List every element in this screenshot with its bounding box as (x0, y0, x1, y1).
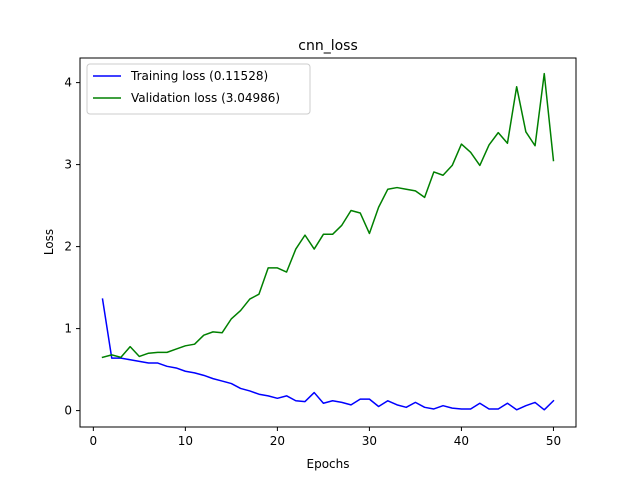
legend-label-training-loss: Training loss (0.11528) (130, 69, 268, 83)
y-tick-label: 1 (64, 322, 72, 336)
series-layer (101, 72, 555, 411)
series-line-training-loss (101, 298, 555, 411)
y-tick-label: 4 (64, 76, 72, 90)
y-tick-label: 2 (64, 240, 72, 254)
x-tick-label: 40 (454, 434, 469, 448)
x-tick-label: 20 (270, 434, 285, 448)
x-tick-label: 10 (178, 434, 193, 448)
y-axis: 0 1 2 3 4 (64, 76, 80, 418)
x-tick-label: 50 (546, 434, 561, 448)
x-axis: 0 10 20 30 40 50 (90, 427, 561, 448)
y-axis-label: Loss (42, 229, 56, 255)
y-tick-label: 3 (64, 158, 72, 172)
legend: Training loss (0.11528) Validation loss (… (86, 63, 311, 115)
x-tick-label: 0 (90, 434, 98, 448)
series-line-validation-loss (101, 72, 555, 359)
x-tick-label: 30 (362, 434, 377, 448)
legend-label-validation-loss: Validation loss (3.04986) (131, 91, 280, 105)
x-axis-label: Epochs (307, 457, 350, 471)
legend-box (86, 63, 311, 115)
chart-title: cnn_loss (298, 38, 358, 54)
y-tick-label: 0 (64, 404, 72, 418)
axes-frame (79, 57, 577, 428)
